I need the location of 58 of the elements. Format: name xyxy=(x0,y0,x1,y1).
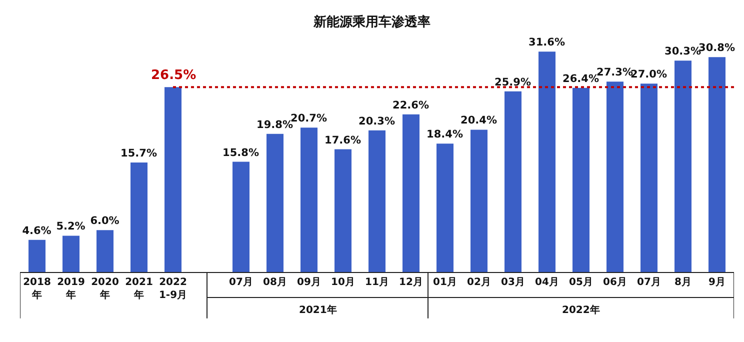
x-tick-label: 2021 年 xyxy=(125,277,153,301)
data-label: 31.6% xyxy=(528,36,566,49)
data-label: 4.6% xyxy=(22,224,52,237)
bar xyxy=(402,114,420,272)
x-tick-label: 08月 xyxy=(263,277,287,288)
x-tick-label: 11月 xyxy=(365,277,389,288)
x-tick-label: 07月 xyxy=(229,277,253,288)
data-label: 18.4% xyxy=(426,128,464,141)
x-tick-label: 02月 xyxy=(467,277,491,288)
bar xyxy=(708,57,726,272)
bar xyxy=(436,144,454,272)
bar xyxy=(572,88,590,272)
data-label: 15.8% xyxy=(222,146,260,159)
bar xyxy=(266,134,284,272)
data-label: 20.3% xyxy=(358,115,396,128)
text: 2021年 xyxy=(299,304,337,316)
bar xyxy=(164,87,182,272)
text: 2022年 xyxy=(562,304,600,316)
bar xyxy=(300,128,318,272)
data-label: 5.2% xyxy=(56,220,86,233)
x-tick-label: 07月 xyxy=(637,277,661,288)
bar xyxy=(130,162,148,272)
x-tick-label: 01月 xyxy=(433,277,457,288)
x-tick-label: 04月 xyxy=(535,277,559,288)
bar xyxy=(606,82,624,272)
bar xyxy=(470,130,488,272)
bar xyxy=(334,149,352,272)
data-label: 20.7% xyxy=(290,112,328,125)
x-tick-label: 2018 年 xyxy=(23,277,51,301)
bar xyxy=(640,84,658,272)
data-label: 22.6% xyxy=(392,99,430,112)
data-label: 25.9% xyxy=(494,76,532,88)
data-label: 30.3% xyxy=(664,46,702,58)
bar xyxy=(538,52,556,272)
data-label: 15.7% xyxy=(120,148,158,160)
bar xyxy=(62,236,80,272)
x-tick-label: 03月 xyxy=(501,277,525,288)
x-tick-label: 9月 xyxy=(708,277,726,288)
x-tick-label: 06月 xyxy=(603,277,627,288)
x-tick-label: 2022 1-9月 xyxy=(158,277,188,301)
ref-line-label: 26.5% xyxy=(151,68,196,83)
data-label: 20.4% xyxy=(460,114,498,127)
bar xyxy=(232,162,250,272)
bar xyxy=(674,60,692,272)
x-tick-label: 2019 年 xyxy=(57,277,85,301)
data-label: 6.0% xyxy=(90,215,120,228)
chart-title: 新能源乘用车渗透率 xyxy=(312,14,430,30)
bar xyxy=(28,240,46,272)
x-tick-label: 10月 xyxy=(331,277,355,288)
bar xyxy=(96,230,114,272)
x-tick-label: 09月 xyxy=(297,277,321,288)
x-tick-label: 2020 年 xyxy=(91,277,119,301)
bar xyxy=(504,91,522,272)
x-tick-label: 8月 xyxy=(674,277,692,288)
bar xyxy=(368,130,386,272)
x-tick-label: 05月 xyxy=(569,277,593,288)
x-tick-label: 12月 xyxy=(399,277,423,288)
data-label: 17.6% xyxy=(324,134,362,146)
